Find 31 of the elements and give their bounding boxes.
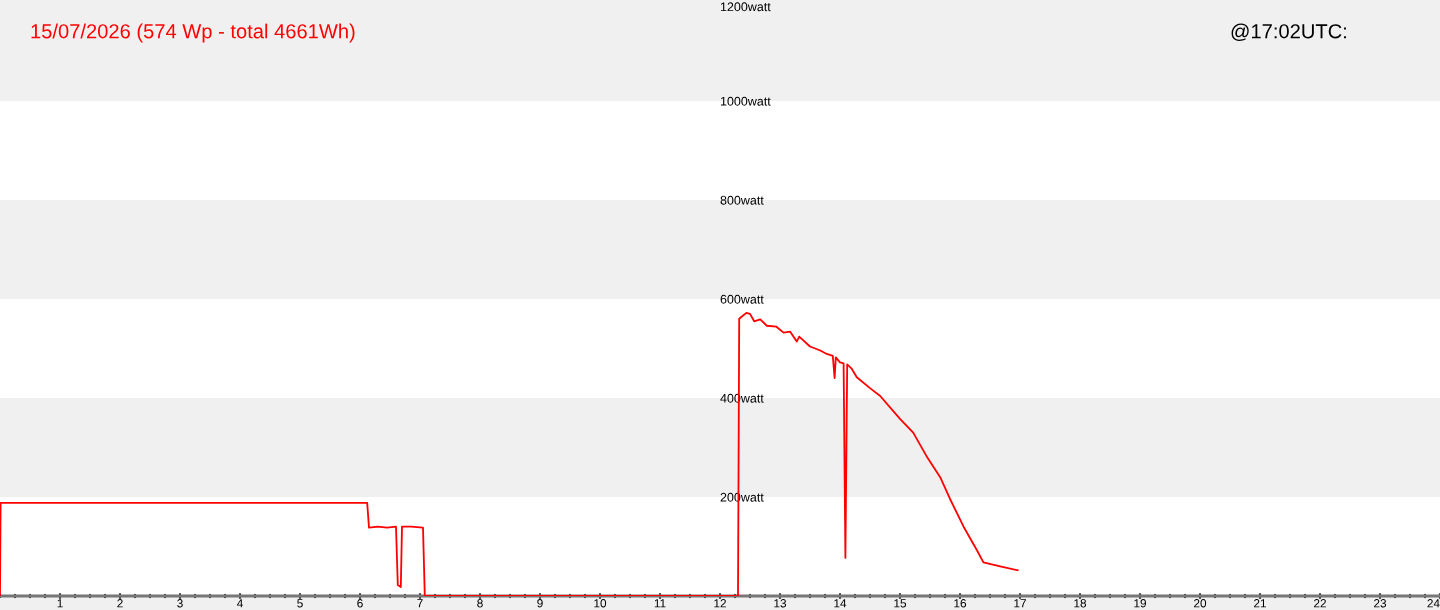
x-tick-label: 10 [594,599,607,608]
y-tick-label: 600watt [720,294,764,304]
x-tick-label: 11 [654,599,666,608]
line-series [0,311,1019,596]
text: @17:02UTC: [1231,23,1346,41]
x-tick-label: 22 [1314,599,1326,608]
x-tick-label: 12 [714,599,726,608]
x-tick-label: 8 [477,599,483,608]
x-tick-label: 4 [236,599,243,608]
x-tick-label: 5 [297,599,303,608]
x-tick-label: 17 [1014,599,1026,608]
x-tick-label: 6 [357,599,363,608]
x-tick-label: 15 [894,599,907,608]
x-tick-label: 13 [774,599,787,608]
x-tick-label: 16 [954,599,967,608]
text: 15/07/2026 (574 Wp - total 4661Wh) [31,23,355,43]
y-tick-label: 1000watt [720,96,771,106]
x-tick-label: 1 [57,599,63,608]
x-tick-label: 18 [1074,599,1087,608]
x-tick-label: 23 [1374,599,1387,608]
y-tick-label: 800watt [720,195,764,205]
x-tick-label: 7 [417,599,423,608]
x-tick-label: 19 [1134,599,1147,608]
y-tick-label: 1200watt [720,2,771,12]
x-tick-label: 20 [1194,599,1207,608]
x-tick-label: 2 [117,599,123,608]
x-tick-label: 14 [834,599,847,608]
x-tick-label: 3 [177,599,183,608]
x-tick-label: 21 [1254,599,1266,608]
x-tick-label: 24 [1427,599,1440,608]
x-tick-label: 9 [537,599,543,608]
